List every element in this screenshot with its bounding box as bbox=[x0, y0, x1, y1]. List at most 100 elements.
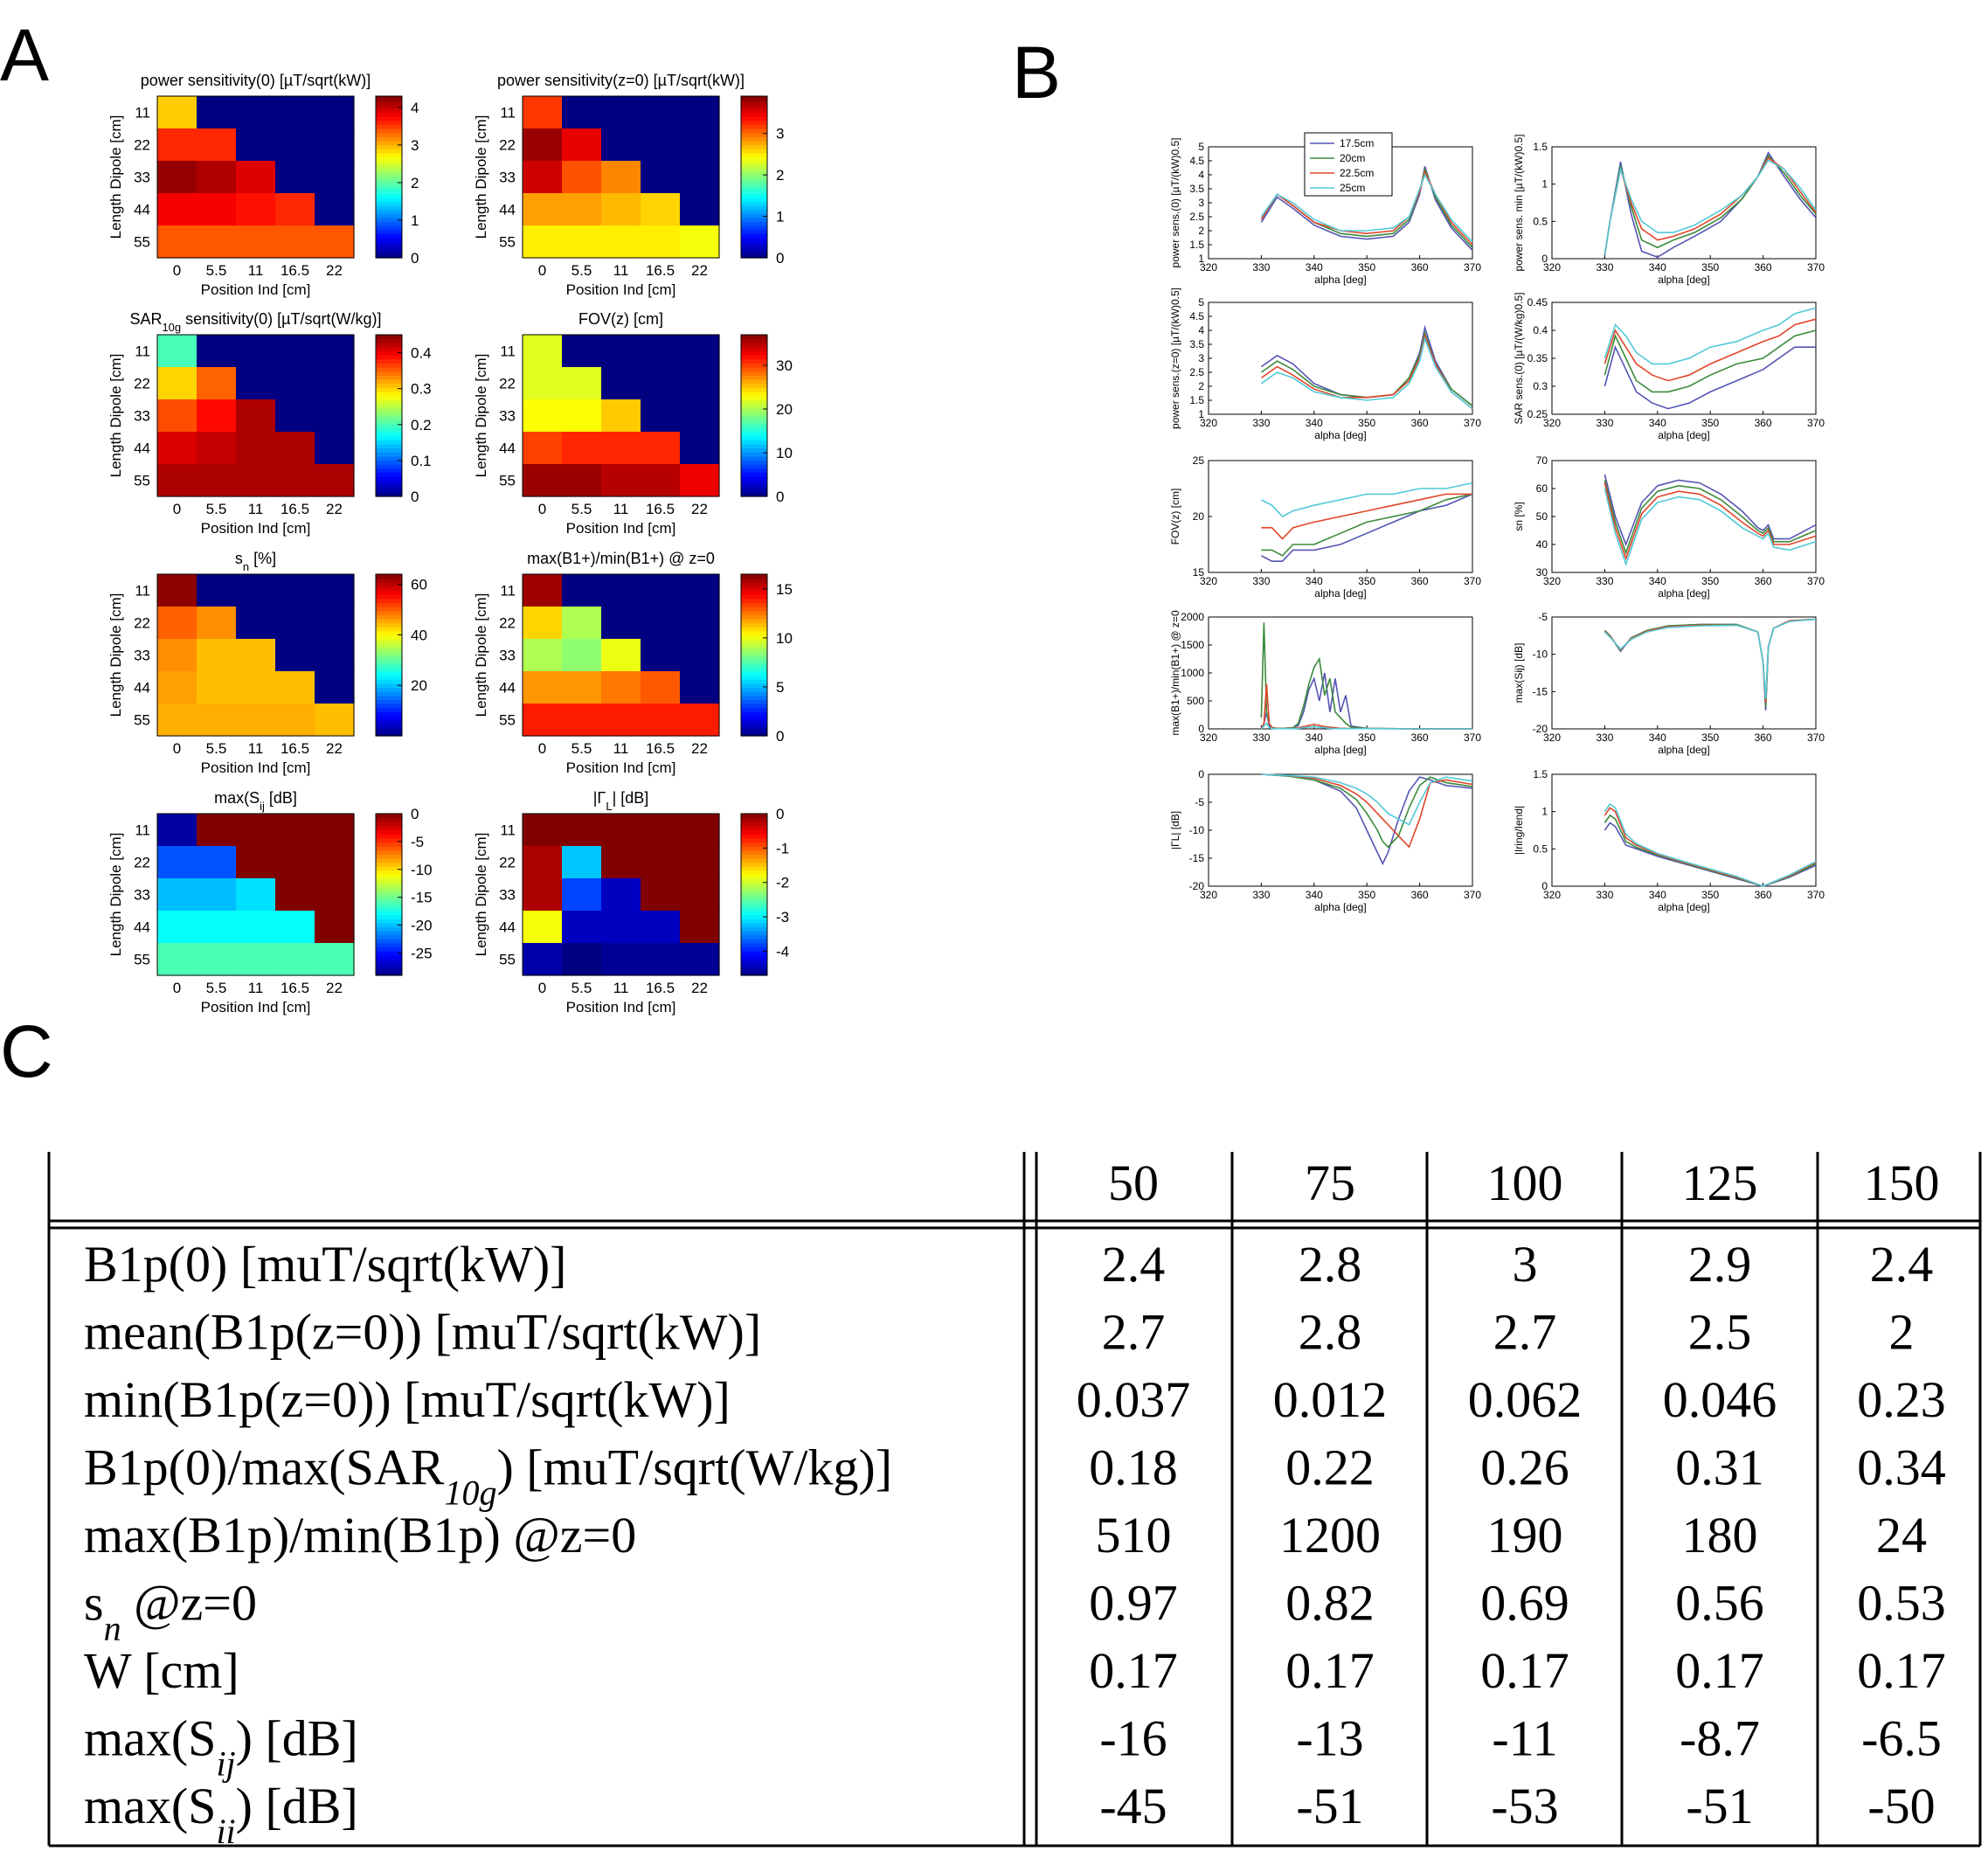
colorbar-segment bbox=[741, 814, 767, 819]
colorbar-tick-label: 0 bbox=[411, 250, 419, 267]
x-tick-label: 370 bbox=[1464, 575, 1481, 587]
series-line-22.5cm bbox=[1260, 333, 1473, 410]
y-tick-label: 1.5 bbox=[1189, 394, 1204, 406]
heatmap-cell bbox=[601, 464, 641, 497]
heatmap-cell bbox=[275, 639, 315, 672]
colorbar-segment bbox=[741, 363, 767, 368]
plot-frame bbox=[1551, 460, 1817, 573]
colorbar-segment bbox=[376, 659, 402, 664]
x-tick-label: 370 bbox=[1464, 731, 1481, 744]
heatmap-frame bbox=[156, 334, 355, 497]
y-tick-label: 3.5 bbox=[1189, 338, 1204, 350]
colorbar-segment bbox=[376, 959, 402, 964]
x-tick-label: 350 bbox=[1701, 261, 1719, 274]
colorbar-segment bbox=[376, 164, 402, 170]
colorbar-segment bbox=[376, 939, 402, 944]
series-line-25cm bbox=[1261, 773, 1473, 826]
heatmap-cell bbox=[197, 846, 237, 879]
heatmap-frame bbox=[522, 813, 720, 976]
colorbar-segment bbox=[376, 156, 402, 162]
y-axis-label: Length Dipole [cm] bbox=[473, 354, 489, 478]
colorbar-tick-label: 4 bbox=[411, 100, 419, 116]
table-cell: 0.23 bbox=[1857, 1371, 1946, 1428]
y-tick-label: 55 bbox=[499, 712, 516, 729]
heatmap-cell bbox=[157, 128, 197, 162]
x-tick-label: 340 bbox=[1306, 417, 1323, 429]
y-tick-label: 2 bbox=[1198, 225, 1204, 237]
y-tick-label: 55 bbox=[134, 473, 150, 489]
heatmap-cell bbox=[236, 432, 276, 465]
y-tick-label: -20 bbox=[1189, 880, 1205, 892]
panel-label-c: C bbox=[0, 1010, 53, 1092]
x-tick-label: 0 bbox=[538, 262, 546, 279]
colorbar-segment bbox=[376, 846, 402, 851]
heatmap-cell bbox=[275, 399, 315, 433]
heatmap-cell bbox=[157, 704, 197, 737]
x-tick-label: 330 bbox=[1252, 261, 1270, 274]
series-line-25cm bbox=[1604, 618, 1817, 699]
x-tick-label: 22 bbox=[326, 262, 343, 279]
colorbar-tick-label: -3 bbox=[776, 909, 789, 926]
colorbar-segment bbox=[741, 715, 767, 721]
colorbar-segment bbox=[741, 882, 767, 887]
table-cell: 2.7 bbox=[1493, 1304, 1557, 1361]
y-tick-label: 0 bbox=[1541, 880, 1548, 892]
heatmap-cell bbox=[523, 96, 563, 129]
colorbar-segment bbox=[376, 642, 402, 648]
heatmap-frame bbox=[522, 573, 720, 737]
heatmap-cell bbox=[562, 671, 602, 704]
colorbar-segment bbox=[376, 375, 402, 380]
x-tick-label: 370 bbox=[1807, 417, 1825, 429]
colorbar-segment bbox=[741, 128, 767, 134]
colorbar-segment bbox=[376, 350, 402, 356]
colorbar-segment bbox=[741, 846, 767, 851]
panel-label-a: A bbox=[0, 14, 49, 96]
x-tick-label: 350 bbox=[1358, 889, 1375, 901]
heatmap-cell bbox=[315, 96, 355, 129]
heatmap-grid: power sensitivity(0) [µT/sqrt(kW)]112233… bbox=[107, 72, 793, 1016]
colorbar-segment bbox=[741, 602, 767, 607]
heatmap-frame bbox=[156, 95, 355, 259]
y-tick-label: 4.5 bbox=[1189, 310, 1204, 322]
y-tick-label: 60 bbox=[1536, 482, 1548, 495]
colorbar-segment bbox=[376, 149, 402, 154]
y-tick-label: 0.35 bbox=[1527, 352, 1548, 364]
heatmap-cell bbox=[197, 161, 237, 194]
colorbar-segment bbox=[376, 610, 402, 615]
heatmap-cell bbox=[157, 878, 197, 912]
colorbar-segment bbox=[376, 246, 402, 251]
colorbar-segment bbox=[741, 582, 767, 587]
row-label: sn @z=0 bbox=[84, 1575, 257, 1648]
y-tick-label: 0.45 bbox=[1527, 296, 1548, 309]
colorbar-segment bbox=[376, 197, 402, 202]
heatmap-cell bbox=[157, 639, 197, 672]
colorbar-tick-label: 0.2 bbox=[411, 417, 432, 433]
colorbar-segment bbox=[376, 221, 402, 226]
colorbar-segment bbox=[376, 711, 402, 717]
heatmap-cell bbox=[315, 671, 355, 704]
heatmap-cell bbox=[562, 335, 602, 368]
x-tick-label: 360 bbox=[1755, 731, 1772, 744]
y-tick-label: 0 bbox=[1541, 253, 1548, 265]
colorbar-segment bbox=[376, 683, 402, 689]
colorbar-segment bbox=[376, 679, 402, 684]
colorbar-tick-label: 2 bbox=[411, 175, 419, 191]
colorbar-segment bbox=[376, 707, 402, 712]
colorbar-segment bbox=[376, 862, 402, 867]
x-tick-label: 320 bbox=[1543, 889, 1561, 901]
colorbar-segment bbox=[376, 655, 402, 660]
colorbar-tick-label: 15 bbox=[776, 581, 793, 598]
heatmap-cell bbox=[275, 225, 315, 259]
x-tick-label: 340 bbox=[1306, 731, 1323, 744]
table-cell: -50 bbox=[1867, 1778, 1935, 1834]
y-tick-label: 44 bbox=[134, 680, 150, 697]
column-header: 150 bbox=[1864, 1154, 1940, 1211]
y-tick-label: 0.3 bbox=[1533, 380, 1548, 392]
colorbar-tick-label: 0.1 bbox=[411, 453, 432, 469]
colorbar-segment bbox=[741, 878, 767, 884]
colorbar-tick-label: 20 bbox=[411, 677, 427, 694]
heatmap-cell bbox=[680, 704, 720, 737]
colorbar-tick-label: 3 bbox=[776, 126, 784, 142]
colorbar-segment bbox=[741, 411, 767, 417]
colorbar-segment bbox=[741, 954, 767, 960]
